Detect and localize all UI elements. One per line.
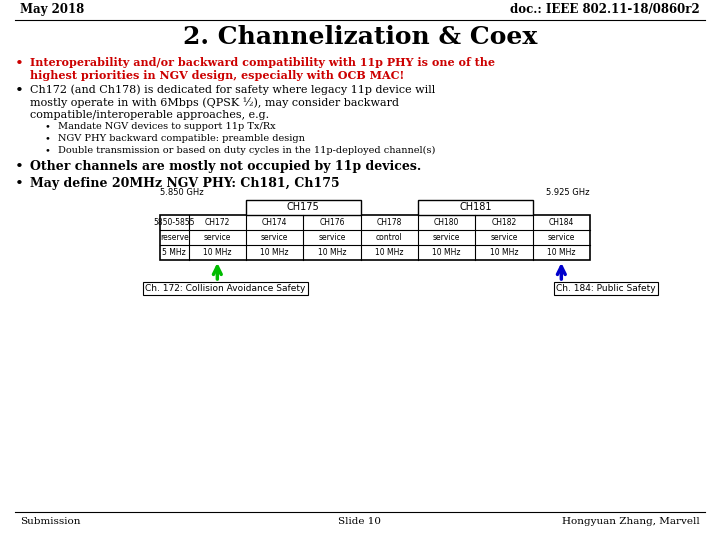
Text: service: service [548, 233, 575, 242]
Text: •: • [15, 84, 24, 98]
Text: •: • [15, 160, 24, 174]
Text: reserve: reserve [160, 233, 189, 242]
Text: CH174: CH174 [262, 218, 287, 227]
Text: highest priorities in NGV design, especially with OCB MAC!: highest priorities in NGV design, especi… [30, 70, 404, 81]
Text: service: service [318, 233, 346, 242]
Text: CH184: CH184 [549, 218, 574, 227]
Text: 5 MHz: 5 MHz [163, 248, 186, 257]
Text: CH182: CH182 [491, 218, 517, 227]
Text: control: control [376, 233, 402, 242]
Text: CH172: CH172 [204, 218, 230, 227]
Text: CH180: CH180 [434, 218, 459, 227]
Text: compatible/interoperable approaches, e.g.: compatible/interoperable approaches, e.g… [30, 110, 269, 120]
Text: 5.850 GHz: 5.850 GHz [160, 188, 204, 197]
Text: Hongyuan Zhang, Marvell: Hongyuan Zhang, Marvell [562, 517, 700, 526]
Text: •: • [45, 134, 51, 143]
Text: May 2018: May 2018 [20, 3, 84, 17]
Text: 5850-5855: 5850-5855 [153, 218, 195, 227]
Text: Ch. 172: Collision Avoidance Safety: Ch. 172: Collision Avoidance Safety [145, 284, 305, 293]
Text: Other channels are mostly not occupied by 11p devices.: Other channels are mostly not occupied b… [30, 160, 421, 173]
Text: service: service [490, 233, 518, 242]
Text: 10 MHz: 10 MHz [318, 248, 346, 257]
Text: CH175: CH175 [287, 202, 320, 213]
Text: CH181: CH181 [459, 202, 492, 213]
Text: 10 MHz: 10 MHz [547, 248, 575, 257]
Text: service: service [433, 233, 460, 242]
Text: Interoperability and/or backward compatibility with 11p PHY is one of the: Interoperability and/or backward compati… [30, 57, 495, 68]
Text: May define 20MHz NGV PHY: Ch181, Ch175: May define 20MHz NGV PHY: Ch181, Ch175 [30, 177, 340, 190]
Text: 10 MHz: 10 MHz [261, 248, 289, 257]
Text: 5.925 GHz: 5.925 GHz [546, 188, 590, 197]
Text: 10 MHz: 10 MHz [375, 248, 404, 257]
Text: service: service [204, 233, 231, 242]
Bar [418, 200, 533, 215]
Text: 10 MHz: 10 MHz [433, 248, 461, 257]
Text: CH176: CH176 [319, 218, 345, 227]
Bar [160, 215, 590, 260]
Text: •: • [45, 122, 51, 131]
Text: doc.: IEEE 802.11-18/0860r2: doc.: IEEE 802.11-18/0860r2 [510, 3, 700, 17]
Text: Slide 10: Slide 10 [338, 517, 382, 526]
Text: Mandate NGV devices to support 11p Tx/Rx: Mandate NGV devices to support 11p Tx/Rx [58, 122, 276, 131]
Bar [246, 200, 361, 215]
Text: Double transmission or based on duty cycles in the 11p-deployed channel(s): Double transmission or based on duty cyc… [58, 146, 436, 155]
Text: CH178: CH178 [377, 218, 402, 227]
Text: service: service [261, 233, 288, 242]
Text: •: • [15, 57, 24, 71]
Text: •: • [45, 146, 51, 155]
Text: •: • [15, 177, 24, 191]
Text: NGV PHY backward compatible: preamble design: NGV PHY backward compatible: preamble de… [58, 134, 305, 143]
Text: 10 MHz: 10 MHz [490, 248, 518, 257]
Text: Ch. 184: Public Safety: Ch. 184: Public Safety [557, 284, 656, 293]
Text: 10 MHz: 10 MHz [203, 248, 232, 257]
Text: Ch172 (and Ch178) is dedicated for safety where legacy 11p device will: Ch172 (and Ch178) is dedicated for safet… [30, 84, 436, 94]
Text: mostly operate in with 6Mbps (QPSK ½), may consider backward: mostly operate in with 6Mbps (QPSK ½), m… [30, 97, 399, 108]
Text: Submission: Submission [20, 517, 81, 526]
Text: 2. Channelization & Coex: 2. Channelization & Coex [183, 25, 537, 49]
